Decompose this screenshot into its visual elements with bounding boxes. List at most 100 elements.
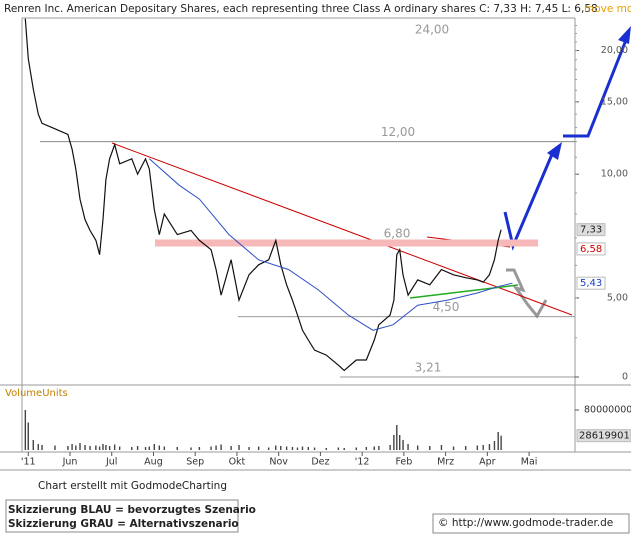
y-tick-label: 0 xyxy=(622,372,628,383)
volume-bar xyxy=(493,441,496,450)
badge-label: 7,33 xyxy=(580,225,602,236)
volume-bar xyxy=(238,445,240,450)
volume-badge xyxy=(576,429,631,443)
volume-bar xyxy=(105,445,107,450)
level-label: 3,21 xyxy=(415,361,442,375)
downtrend-line xyxy=(111,142,573,316)
x-tick-label: Apr xyxy=(479,457,496,468)
volume-bar xyxy=(215,445,217,450)
level-label: 12,00 xyxy=(381,125,415,139)
volume-bar xyxy=(148,446,150,450)
volume-bar xyxy=(95,445,97,450)
volume-bar xyxy=(75,445,77,450)
x-tick-label: Mrz xyxy=(437,457,454,468)
y-tick-label: 15,00 xyxy=(601,96,628,107)
x-tick-label: Jun xyxy=(62,457,78,468)
volume-bar xyxy=(399,435,401,450)
volume-bar xyxy=(176,447,178,450)
badge xyxy=(576,276,606,290)
subtitle: move move xyxy=(584,3,631,15)
volume-bar xyxy=(497,432,499,450)
y-tick-label: 10,00 xyxy=(601,169,628,180)
volume-bar xyxy=(313,447,316,450)
y-tick-label: 5,00 xyxy=(607,292,628,303)
volume-bar xyxy=(248,447,250,450)
volume-bar xyxy=(113,444,116,450)
x-tick-label: Sep xyxy=(186,457,204,468)
volume-bar xyxy=(482,445,484,450)
volume-bar xyxy=(378,446,380,450)
x-tick-label: Mai xyxy=(521,457,538,468)
volume-bar xyxy=(416,445,419,450)
volume-bar xyxy=(41,445,43,450)
badge xyxy=(576,242,606,256)
x-tick-label: '11 xyxy=(21,457,36,468)
url-box xyxy=(432,513,630,534)
x-tick-label: Aug xyxy=(144,457,163,468)
blue-arrowhead-2 xyxy=(618,26,631,44)
volume-bar xyxy=(54,445,56,450)
gray-scenario xyxy=(506,268,548,319)
footer-gray: Skizzierung GRAU = Alternativszenario xyxy=(8,518,239,530)
level-label: 4,50 xyxy=(433,300,460,314)
x-tick-label: '12 xyxy=(355,457,370,468)
volume-bar xyxy=(230,446,232,450)
volume-bar xyxy=(500,435,502,450)
blue-arrowhead xyxy=(547,142,562,160)
volume-bar xyxy=(291,447,294,450)
volume-bar xyxy=(158,445,161,450)
volume-bar xyxy=(402,440,404,450)
volume-bar xyxy=(131,447,133,450)
volume-bar xyxy=(32,440,34,450)
level-label: 6,80 xyxy=(384,227,411,241)
volume-bar xyxy=(365,447,368,450)
volume-bar xyxy=(429,446,431,450)
volume-bar xyxy=(280,446,282,450)
support-line xyxy=(409,284,519,299)
volume-bar xyxy=(275,445,277,450)
volume-bar xyxy=(210,446,212,450)
volume-bar xyxy=(257,446,260,450)
volume-bar xyxy=(407,444,409,450)
volume-bar xyxy=(108,446,111,450)
x-tick-label: Feb xyxy=(395,457,412,468)
volume-bar xyxy=(37,444,39,450)
volume-bar xyxy=(476,445,479,450)
volume-bar xyxy=(144,447,147,450)
volume-bar xyxy=(163,446,166,450)
volume-bar xyxy=(67,446,69,450)
legend-box xyxy=(5,499,239,533)
volume-bar xyxy=(71,444,73,450)
price-line xyxy=(24,18,502,372)
moving-average xyxy=(148,158,513,331)
volume-bar xyxy=(27,422,29,450)
volume-bar xyxy=(79,443,81,450)
volume-bar xyxy=(396,425,398,450)
volume-bar xyxy=(198,447,201,450)
badge-label: 6,58 xyxy=(580,244,602,255)
volume-bar xyxy=(267,447,270,450)
x-tick-label: Jul xyxy=(105,457,117,468)
x-tick-label: Nov xyxy=(269,457,288,468)
badge xyxy=(576,223,606,237)
volume-bar xyxy=(307,447,310,450)
volume-bar xyxy=(301,446,304,450)
volume-bar xyxy=(389,445,391,450)
volume-bar xyxy=(285,446,288,450)
blue-scenario-2 xyxy=(563,39,628,138)
x-tick-label: Okt xyxy=(229,457,246,468)
volume-bar xyxy=(136,446,139,450)
x-tick-label: Dez xyxy=(311,457,329,468)
volume-bar xyxy=(337,447,340,450)
volume-bar xyxy=(488,444,491,450)
volume-bar xyxy=(464,446,467,450)
level-label: 24,00 xyxy=(415,23,449,37)
volume-badge-label: 28619901 xyxy=(579,431,630,442)
volume-bar xyxy=(24,410,27,450)
badge-label: 5,43 xyxy=(580,278,602,289)
volume-bar xyxy=(355,447,358,450)
volume-bar xyxy=(343,448,345,450)
volume-bar xyxy=(102,444,104,450)
